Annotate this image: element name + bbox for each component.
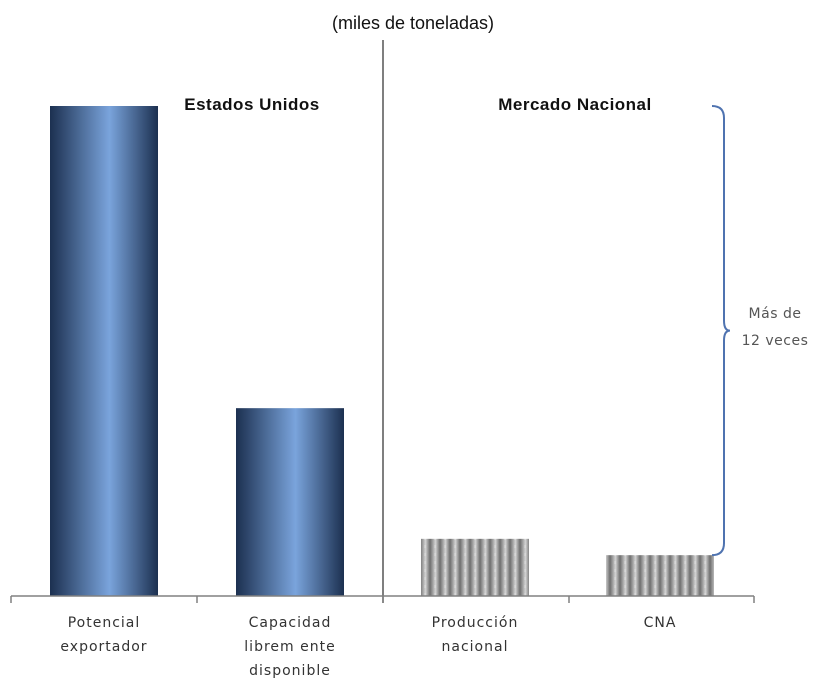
- chart-subtitle: (miles de toneladas): [332, 13, 494, 33]
- annotation-line-2: 12 veces: [742, 333, 809, 349]
- x-tick-label-3-0: CNA: [644, 615, 677, 631]
- x-tick-label-0-0: Potencial: [68, 615, 141, 631]
- annotation-line-1: Más de: [749, 306, 802, 322]
- x-tick-label-1-2: disponible: [249, 663, 331, 679]
- bar-0: [50, 106, 158, 596]
- bar-3: [606, 555, 714, 596]
- x-tick-label-1-0: Capacidad: [249, 615, 332, 631]
- brace-annotation: [711, 105, 731, 557]
- x-tick-label-0-1: exportador: [60, 639, 147, 655]
- group-label-mercado-nacional: Mercado Nacional: [498, 95, 652, 114]
- x-tick-label-2-1: nacional: [442, 639, 509, 655]
- x-axis: [10, 595, 755, 603]
- x-tick-labels: Potencial exportador Capacidad librem ente d…: [60, 615, 677, 679]
- bar-1: [236, 408, 344, 596]
- x-tick-label-2-0: Producción: [432, 615, 519, 631]
- bars-layer: [50, 106, 714, 596]
- group-label-estados-unidos: Estados Unidos: [184, 95, 319, 114]
- bar-2: [421, 538, 529, 596]
- x-tick-label-1-1: librem ente: [244, 639, 335, 655]
